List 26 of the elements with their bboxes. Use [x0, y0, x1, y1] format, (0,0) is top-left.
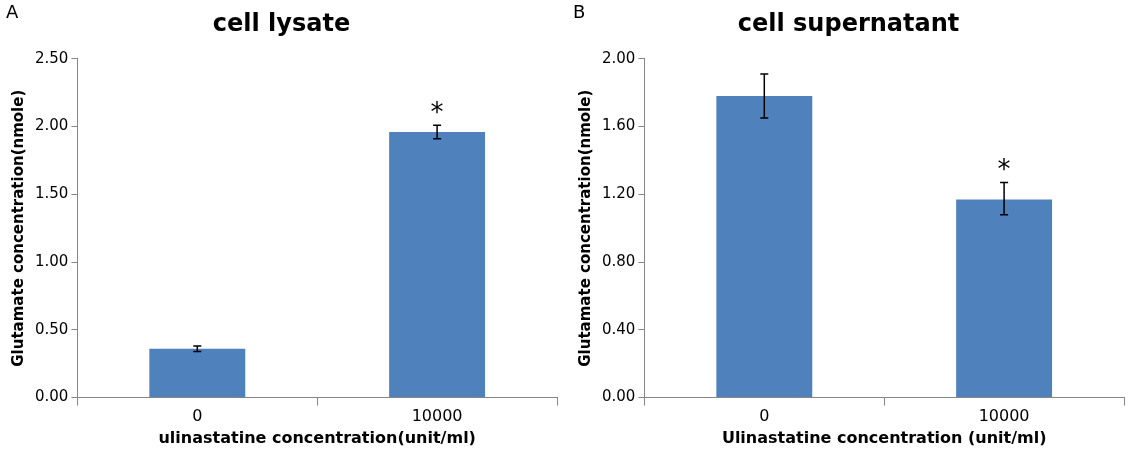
y-tick-label: 1.60 [601, 116, 636, 135]
y-tick-label: 0.40 [601, 319, 636, 338]
y-tick-label: 0.50 [34, 319, 69, 338]
y-tick-label: 2.50 [34, 48, 69, 67]
x-tick-label: 0 [759, 406, 770, 426]
y-axis-title: Glutamate concentration(nmole) [8, 89, 27, 367]
y-tick-label: 1.50 [34, 184, 69, 203]
annotation: * [430, 96, 444, 127]
annotation: * [997, 154, 1011, 185]
chart-title: cell supernatant [737, 8, 960, 37]
y-axis-title: Glutamate concentration(nmole) [575, 89, 594, 367]
chart-title: cell lysate [212, 8, 351, 37]
x-axis-title: ulinastatine concentration(unit/ml) [158, 427, 476, 447]
y-tick-label: 0.80 [601, 251, 636, 270]
text: A [6, 0, 19, 22]
y-tick-label: 1.20 [601, 184, 636, 203]
x-tick-label: 10000 [978, 406, 1030, 426]
x-axis-title: Ulinastatine concentration (unit/ml) [721, 427, 1047, 447]
y-tick-label: 1.00 [34, 251, 69, 270]
x-tick-label: 0 [192, 406, 203, 426]
x-tick-label: 10000 [411, 406, 463, 426]
y-tick-label: 2.00 [601, 48, 636, 67]
y-tick-label: 0.00 [601, 387, 636, 406]
y-tick-label: 0.00 [34, 387, 69, 406]
y-tick-label: 2.00 [34, 116, 69, 135]
text: B [573, 0, 586, 22]
